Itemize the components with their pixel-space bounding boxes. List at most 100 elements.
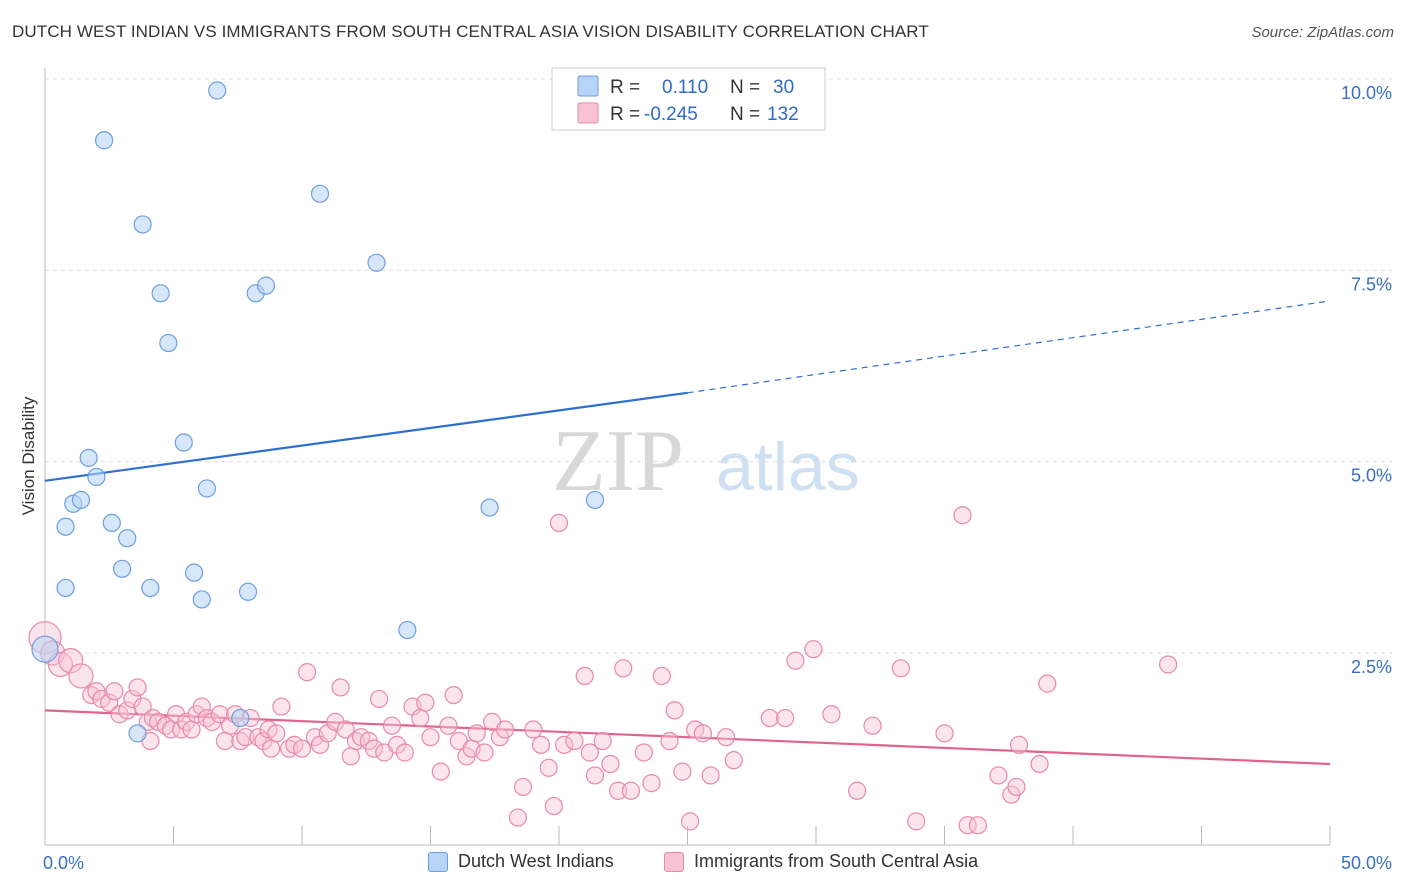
- point-immigrants-71: [475, 743, 494, 762]
- point-immigrants-77: [524, 720, 543, 739]
- point-immigrants-85: [580, 743, 599, 762]
- point-dutch-west-indians-27: [398, 620, 417, 640]
- point-dutch-west-indians-17: [184, 563, 204, 582]
- point-immigrants-105: [776, 708, 795, 728]
- x-tick-label-1: 50.0%: [1341, 853, 1392, 873]
- point-immigrants-33: [236, 728, 255, 747]
- point-immigrants-110: [863, 716, 882, 735]
- legend-n-label-1: N =: [730, 77, 760, 98]
- point-immigrants-58: [387, 735, 407, 754]
- legend-n-value-2: 132: [767, 104, 799, 125]
- point-immigrants-115: [958, 816, 977, 835]
- point-immigrants-80: [544, 796, 563, 816]
- point-immigrants-121: [1030, 754, 1049, 774]
- point-dutch-west-indians-16: [174, 433, 193, 452]
- point-immigrants-79: [539, 758, 558, 777]
- y-tick-label-1: 5.0%: [1351, 466, 1392, 486]
- point-immigrants-4: [68, 663, 94, 689]
- point-immigrants-108: [822, 705, 841, 724]
- point-immigrants-116: [968, 816, 988, 835]
- legend-item-immigrants: Immigrants from South Central Asia: [664, 851, 978, 872]
- point-immigrants-122: [1038, 674, 1057, 693]
- point-immigrants-98: [680, 812, 700, 831]
- point-immigrants-114: [953, 506, 972, 525]
- point-dutch-west-indians-6: [87, 467, 106, 487]
- point-immigrants-117: [989, 766, 1008, 785]
- point-immigrants-38: [267, 724, 286, 743]
- watermark-atlas: atlas: [716, 429, 860, 505]
- point-immigrants-63: [421, 728, 440, 747]
- point-immigrants-59: [395, 743, 414, 762]
- point-immigrants-39: [272, 697, 291, 716]
- point-immigrants-102: [716, 728, 736, 747]
- point-dutch-west-indians-2: [56, 517, 75, 536]
- point-immigrants-27: [202, 712, 222, 731]
- point-immigrants-65: [439, 716, 458, 735]
- point-immigrants-91: [621, 781, 641, 800]
- legend-label-dutch-west-indians: Dutch West Indians: [458, 851, 614, 871]
- point-immigrants-76: [513, 777, 533, 797]
- point-immigrants-48: [331, 678, 350, 697]
- point-immigrants-25: [192, 697, 211, 716]
- point-immigrants-55: [370, 689, 389, 709]
- point-immigrants-100: [693, 724, 713, 743]
- legend-swatch-pink: [577, 102, 599, 124]
- y-tick-label-0: 2.5%: [1351, 657, 1392, 677]
- chart-source: Source: ZipAtlas.com: [1251, 24, 1394, 41]
- legend-swatch-dutch-west-indians: [428, 851, 448, 872]
- point-immigrants-28: [210, 705, 229, 724]
- point-immigrants-29: [215, 731, 234, 751]
- series-dutch-west-indians: [31, 81, 605, 743]
- legend-label-immigrants: Immigrants from South Central Asia: [694, 851, 979, 871]
- point-immigrants-43: [298, 663, 317, 682]
- point-immigrants-42: [292, 739, 312, 758]
- point-immigrants-47: [326, 712, 345, 731]
- x-tick-label-0: 0.0%: [43, 853, 84, 873]
- point-immigrants-89: [609, 781, 628, 800]
- point-immigrants-95: [660, 731, 679, 751]
- point-immigrants-107: [804, 640, 823, 659]
- point-dutch-west-indians-5: [79, 448, 98, 467]
- point-dutch-west-indians-15: [159, 333, 178, 353]
- point-dutch-west-indians-26: [367, 253, 386, 272]
- point-immigrants-86: [585, 766, 605, 785]
- point-immigrants-90: [614, 659, 633, 678]
- point-immigrants-88: [601, 754, 620, 774]
- y-axis-title: Vision Disability: [19, 396, 38, 515]
- legend-n-label-2: N =: [730, 104, 760, 125]
- point-immigrants-106: [786, 651, 805, 670]
- point-immigrants-125: [262, 739, 281, 758]
- axes: 2.5% 5.0% 7.5% 10.0% 0.0% 50.0%: [43, 68, 1392, 873]
- series-legend: Dutch West Indians Immigrants from South…: [0, 851, 1406, 879]
- point-immigrants-113: [935, 724, 954, 743]
- point-immigrants-112: [907, 812, 926, 831]
- series-immigrants-south-central-asia: [28, 506, 1178, 835]
- point-immigrants-13: [128, 678, 147, 697]
- point-dutch-west-indians-25: [310, 184, 330, 203]
- point-immigrants-70: [467, 724, 486, 743]
- trend-lines: [44, 300, 1331, 766]
- gridlines: [45, 78, 1392, 654]
- point-immigrants-64: [431, 762, 450, 781]
- point-immigrants-3: [58, 648, 84, 674]
- point-immigrants-11: [118, 701, 137, 720]
- point-dutch-west-indians-22: [238, 582, 258, 601]
- point-dutch-west-indians-13: [141, 578, 160, 598]
- point-immigrants-81: [549, 513, 569, 532]
- trend-line-blue-extension: [687, 300, 1331, 394]
- point-dutch-west-indians-11: [128, 724, 147, 743]
- point-immigrants-23: [182, 720, 201, 739]
- legend-n-value-1: 30: [773, 77, 794, 98]
- point-dutch-west-indians-24: [256, 276, 276, 295]
- legend-r-value-2: -0.245: [644, 104, 698, 125]
- point-dutch-west-indians-4: [71, 490, 91, 510]
- point-immigrants-84: [575, 666, 594, 686]
- point-immigrants-97: [673, 762, 692, 781]
- trend-line-blue: [44, 391, 688, 482]
- point-immigrants-83: [565, 731, 584, 751]
- point-immigrants-57: [382, 716, 402, 735]
- point-immigrants-8: [100, 693, 119, 712]
- legend-swatch-blue: [577, 75, 599, 97]
- point-dutch-west-indians-21: [231, 708, 250, 728]
